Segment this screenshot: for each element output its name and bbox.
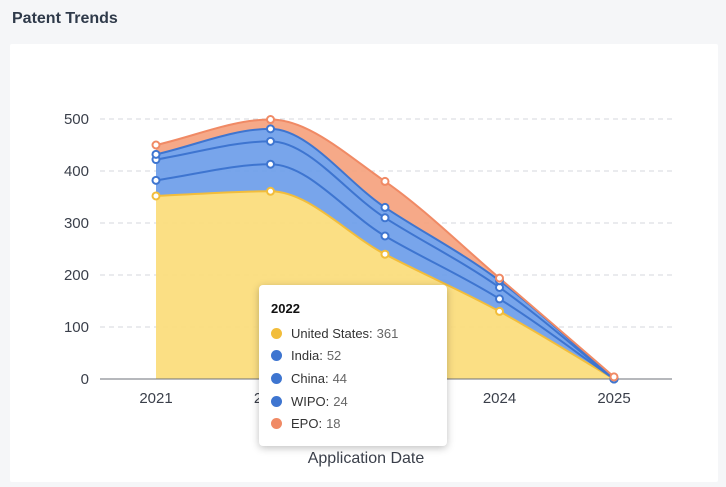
- data-point: [496, 308, 503, 315]
- data-point: [496, 275, 503, 282]
- tooltip-row-epo: EPO: 18: [271, 412, 435, 435]
- chart-tooltip: 2022 United States: 361 India: 52 China:…: [259, 285, 447, 446]
- data-point: [382, 251, 389, 258]
- tooltip-series-value: 52: [327, 348, 341, 363]
- tooltip-title: 2022: [271, 301, 435, 316]
- y-tick-label: 100: [64, 319, 89, 336]
- data-point: [611, 373, 618, 380]
- tooltip-row-india: India: 52: [271, 345, 435, 368]
- data-point: [267, 125, 274, 132]
- y-tick-label: 0: [81, 371, 89, 388]
- series-dot-icon: [271, 418, 282, 429]
- data-point: [153, 151, 160, 158]
- tooltip-row-china: China: 44: [271, 367, 435, 390]
- series-dot-icon: [271, 328, 282, 339]
- tooltip-series-name: WIPO:: [291, 394, 329, 409]
- data-point: [267, 138, 274, 145]
- tooltip-series-value: 361: [377, 326, 399, 341]
- data-point: [267, 161, 274, 168]
- series-dot-icon: [271, 373, 282, 384]
- data-point: [153, 177, 160, 184]
- tooltip-series-name: United States:: [291, 326, 373, 341]
- tooltip-row-wipo: WIPO: 24: [271, 390, 435, 413]
- tooltip-series-value: 24: [333, 394, 347, 409]
- data-point: [267, 116, 274, 123]
- y-tick-label: 500: [64, 111, 89, 128]
- y-tick-label: 400: [64, 163, 89, 180]
- chart-card: 010020030040050020212022202320242025Appl…: [10, 44, 718, 482]
- tooltip-series-name: India:: [291, 348, 323, 363]
- y-tick-label: 300: [64, 215, 89, 232]
- data-point: [153, 142, 160, 149]
- x-tick-label: 2024: [483, 390, 516, 407]
- tooltip-series-value: 18: [326, 416, 340, 431]
- data-point: [267, 188, 274, 195]
- data-point: [153, 192, 160, 199]
- x-axis-label: Application Date: [308, 450, 425, 467]
- tooltip-series-name: China:: [291, 371, 329, 386]
- y-tick-label: 200: [64, 267, 89, 284]
- data-point: [382, 233, 389, 240]
- data-point: [382, 214, 389, 221]
- data-point: [382, 204, 389, 211]
- x-tick-label: 2025: [597, 390, 630, 407]
- tooltip-series-value: 44: [333, 371, 347, 386]
- data-point: [382, 178, 389, 185]
- series-dot-icon: [271, 350, 282, 361]
- page-title: Patent Trends: [12, 10, 118, 28]
- data-point: [496, 295, 503, 302]
- x-tick-label: 2021: [139, 390, 172, 407]
- tooltip-series-name: EPO:: [291, 416, 322, 431]
- series-dot-icon: [271, 396, 282, 407]
- tooltip-row-united-states: United States: 361: [271, 322, 435, 345]
